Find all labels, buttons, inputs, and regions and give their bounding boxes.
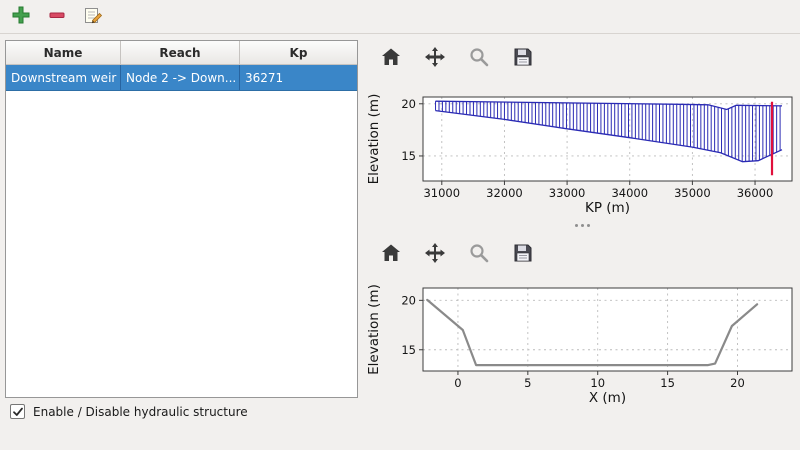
plus-icon [11,5,31,28]
svg-text:20: 20 [730,376,745,390]
svg-text:5: 5 [524,376,531,390]
svg-text:KP (m): KP (m) [585,200,630,216]
profile-pan-button[interactable] [421,45,449,73]
splitter-grip-icon [575,223,590,227]
profile-chart: 31000 32000 33000 34000 35000 36000 15 20 KP (m)… [366,94,793,216]
profile-save-button[interactable] [509,45,537,73]
header-kp[interactable]: Kp [289,45,308,60]
profile-home-button[interactable] [377,45,405,73]
cell-kp: 36271 [245,70,284,85]
structures-table: Name Reach Kp Downstream weir Node 2 -> … [5,40,358,398]
cross-section-chart: 0 5 10 15 20 15 20 X (m) Elevation (m) [366,284,793,406]
edit-icon [83,5,103,28]
svg-text:32000: 32000 [486,186,523,200]
svg-text:15: 15 [401,149,416,163]
plots-panel: 31000 32000 33000 34000 35000 36000 15 20 KP (m)… [365,36,800,450]
cell-name: Downstream weir [6,65,121,90]
main-toolbar [0,0,800,34]
svg-text:31000: 31000 [423,186,460,200]
svg-text:36000: 36000 [737,186,774,200]
section-save-button[interactable] [509,241,537,269]
add-structure-button[interactable] [8,4,34,30]
section-pan-button[interactable] [421,241,449,269]
svg-text:Elevation (m): Elevation (m) [366,284,382,375]
svg-text:X (m): X (m) [589,390,626,406]
header-name[interactable]: Name [6,41,121,64]
home-icon [379,241,403,268]
save-icon [511,45,535,72]
plots-splitter[interactable] [365,218,800,232]
checkbox-label: Enable / Disable hydraulic structure [33,404,248,419]
profile-plot-toolbar [365,36,800,78]
zoom-icon [467,241,491,268]
save-icon [511,241,535,268]
checkmark-icon [12,407,23,416]
svg-text:20: 20 [401,97,416,111]
edit-structure-button[interactable] [80,4,106,30]
pan-icon [423,45,447,72]
table-header: Name Reach Kp [6,41,357,65]
svg-text:Elevation (m): Elevation (m) [366,94,382,185]
minus-icon [47,5,67,28]
table-row[interactable]: Downstream weir Node 2 -> Down... 36271 [6,65,357,91]
enable-structure-row: Enable / Disable hydraulic structure [10,404,248,419]
svg-text:35000: 35000 [674,186,711,200]
profile-zoom-button[interactable] [465,45,493,73]
home-icon [379,45,403,72]
svg-text:15: 15 [660,376,675,390]
pan-icon [423,241,447,268]
enable-structure-checkbox[interactable] [10,404,25,419]
section-home-button[interactable] [377,241,405,269]
svg-text:20: 20 [401,293,416,307]
svg-text:34000: 34000 [611,186,648,200]
svg-text:10: 10 [590,376,605,390]
section-plot-toolbar [365,232,800,274]
svg-text:33000: 33000 [549,186,586,200]
svg-text:0: 0 [454,376,461,390]
cell-reach: Node 2 -> Down... [121,65,240,90]
zoom-icon [467,45,491,72]
header-reach[interactable]: Reach [121,41,240,64]
svg-text:15: 15 [401,343,416,357]
remove-structure-button[interactable] [44,4,70,30]
section-zoom-button[interactable] [465,241,493,269]
